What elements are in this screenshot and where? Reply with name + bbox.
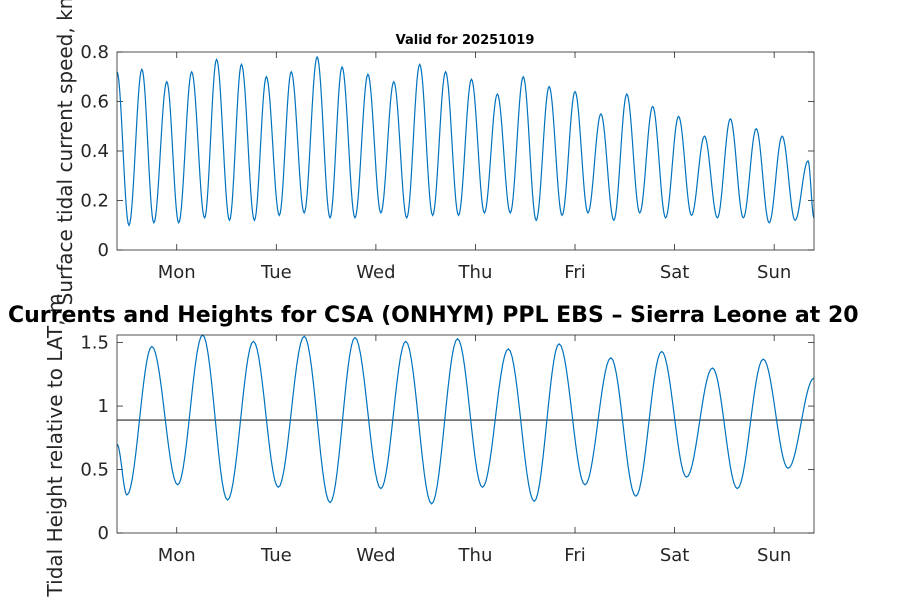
current-speed-xtick-label: Tue — [260, 262, 292, 283]
tidal-height-ytick-labels: 0 0.5 1 1.5 — [80, 333, 109, 544]
current-speed-xtick-label: Sat — [660, 262, 690, 283]
tidal-height-xtick-label: Fri — [564, 545, 585, 566]
current-speed-title: Valid for 20251019 — [396, 33, 535, 48]
tidal-height-xtick-labels: Mon Tue Wed Thu Fri Sat Sun — [158, 545, 792, 566]
current-speed-ytick-label: 0.8 — [80, 42, 109, 63]
current-speed-series-line — [116, 55, 815, 227]
current-speed-xtick-label: Fri — [564, 262, 585, 283]
tidal-height-ytick-label: 0.5 — [80, 460, 109, 481]
tidal-height-xtick-label: Mon — [158, 545, 196, 566]
tidal-height-chart: 0 0.5 1 1.5 Mon Tue Wed Thu Fri Sat Sun Tidal Hei… — [43, 294, 815, 598]
current-speed-plot-area — [117, 52, 814, 250]
current-speed-ticks — [117, 51, 814, 251]
tidal-height-xtick-label: Tue — [260, 545, 292, 566]
tidal-height-ytick-label: 1.5 — [80, 333, 109, 354]
tidal-height-xtick-label: Wed — [356, 545, 395, 566]
tidal-height-xtick-label: Sun — [757, 545, 791, 566]
tidal-height-xtick-label: Sat — [660, 545, 690, 566]
current-speed-chart: Valid for 20251019 0 0.2 0.4 0.6 0.8 Mon Tue W… — [53, 0, 815, 305]
current-speed-ytick-labels: 0 0.2 0.4 0.6 0.8 — [80, 42, 109, 261]
tidal-height-ytick-label: 1 — [98, 396, 109, 417]
main-title: Currents and Heights for CSA (ONHYM) PPL… — [8, 303, 859, 328]
tidal-height-series-line — [116, 334, 815, 505]
current-speed-ytick-label: 0 — [98, 240, 109, 261]
current-speed-ytick-label: 0.6 — [80, 92, 109, 113]
current-speed-axes-box — [116, 51, 815, 251]
tidal-height-ytick-label: 0 — [98, 523, 109, 544]
current-speed-ytick-label: 0.4 — [80, 141, 109, 162]
current-speed-ytick-label: 0.2 — [80, 191, 109, 212]
tidal-height-xtick-label: Thu — [458, 545, 493, 566]
current-speed-xtick-label: Wed — [356, 262, 395, 283]
current-speed-xtick-label: Thu — [458, 262, 493, 283]
current-speed-xtick-label: Mon — [158, 262, 196, 283]
current-speed-ylabel: Surface tidal current speed, kn — [53, 0, 77, 305]
tidal-height-ticks — [117, 335, 814, 534]
tidal-height-plot-area — [117, 335, 814, 533]
current-speed-xtick-labels: Mon Tue Wed Thu Fri Sat Sun — [158, 262, 792, 283]
tidal-height-axes-box — [116, 334, 815, 534]
current-speed-xtick-label: Sun — [757, 262, 791, 283]
tidal-height-ylabel: Tidal Height relative to LAT, m — [43, 294, 67, 598]
